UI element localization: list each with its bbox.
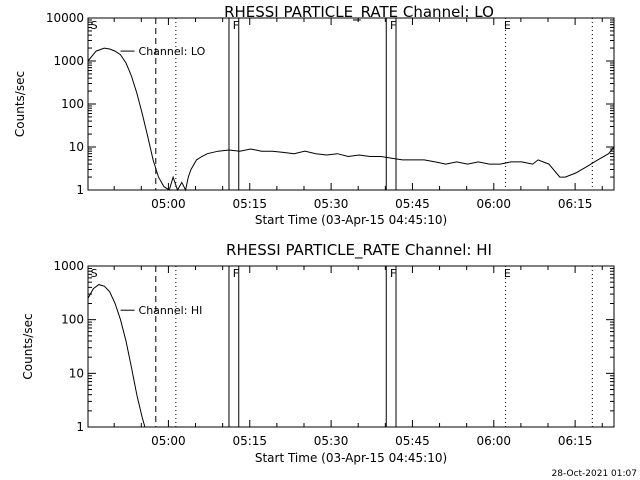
series-annotation: Channel: LO	[139, 45, 206, 58]
x-tick-label: 05:00	[151, 197, 186, 211]
x-tick-label: 06:00	[476, 197, 511, 211]
y-tick-label: 10000	[46, 11, 84, 25]
y-tick-label: 10	[69, 366, 84, 380]
y-tick-label: 1000	[53, 259, 84, 273]
series-line	[87, 47, 615, 192]
x-tick-label: 05:15	[232, 197, 267, 211]
y-axis-label: Counts/sec	[13, 71, 27, 137]
x-tick-label: 05:15	[232, 434, 267, 448]
hi-channel-panel: RHESSI PARTICLE_RATE Channel: HI Start Ti…	[21, 241, 615, 465]
plot-frame	[87, 265, 615, 428]
y-tick-label: 1000	[53, 54, 84, 68]
series-line	[87, 284, 146, 428]
x-tick-label: 06:00	[476, 434, 511, 448]
x-axis-label: Start Time (03-Apr-15 04:45:10)	[255, 451, 447, 465]
x-tick-label: 05:45	[395, 197, 430, 211]
plot-frame	[87, 17, 615, 191]
event-marker: E	[504, 19, 511, 32]
x-tick-label: 06:15	[558, 434, 593, 448]
series-annotation: Channel: HI	[139, 304, 203, 317]
event-marker: F	[390, 19, 396, 32]
chart-title: RHESSI PARTICLE_RATE Channel: HI	[226, 241, 492, 260]
y-axis-label: Counts/sec	[21, 313, 35, 379]
y-tick-label: 100	[61, 97, 84, 111]
x-axis-label: Start Time (03-Apr-15 04:45:10)	[255, 213, 447, 227]
event-marker: F	[233, 19, 239, 32]
event-marker: F	[390, 267, 396, 280]
x-tick-label: 05:30	[314, 434, 349, 448]
y-tick-label: 100	[61, 313, 84, 327]
x-tick-label: 05:45	[395, 434, 430, 448]
event-marker: E	[504, 267, 511, 280]
y-tick-label: 10	[69, 140, 84, 154]
event-marker: S	[91, 19, 98, 32]
footer-timestamp: 28-Oct-2021 01:07	[552, 469, 637, 479]
lo-channel-panel: RHESSI PARTICLE_RATE Channel: LO Start Ti…	[13, 3, 615, 227]
event-marker: F	[233, 267, 239, 280]
chart-title: RHESSI PARTICLE_RATE Channel: LO	[224, 3, 494, 22]
x-tick-label: 05:00	[151, 434, 186, 448]
y-tick-label: 1	[76, 420, 84, 434]
x-tick-label: 05:30	[314, 197, 349, 211]
event-marker: S	[91, 267, 98, 280]
x-tick-label: 06:15	[558, 197, 593, 211]
y-tick-label: 1	[76, 183, 84, 197]
